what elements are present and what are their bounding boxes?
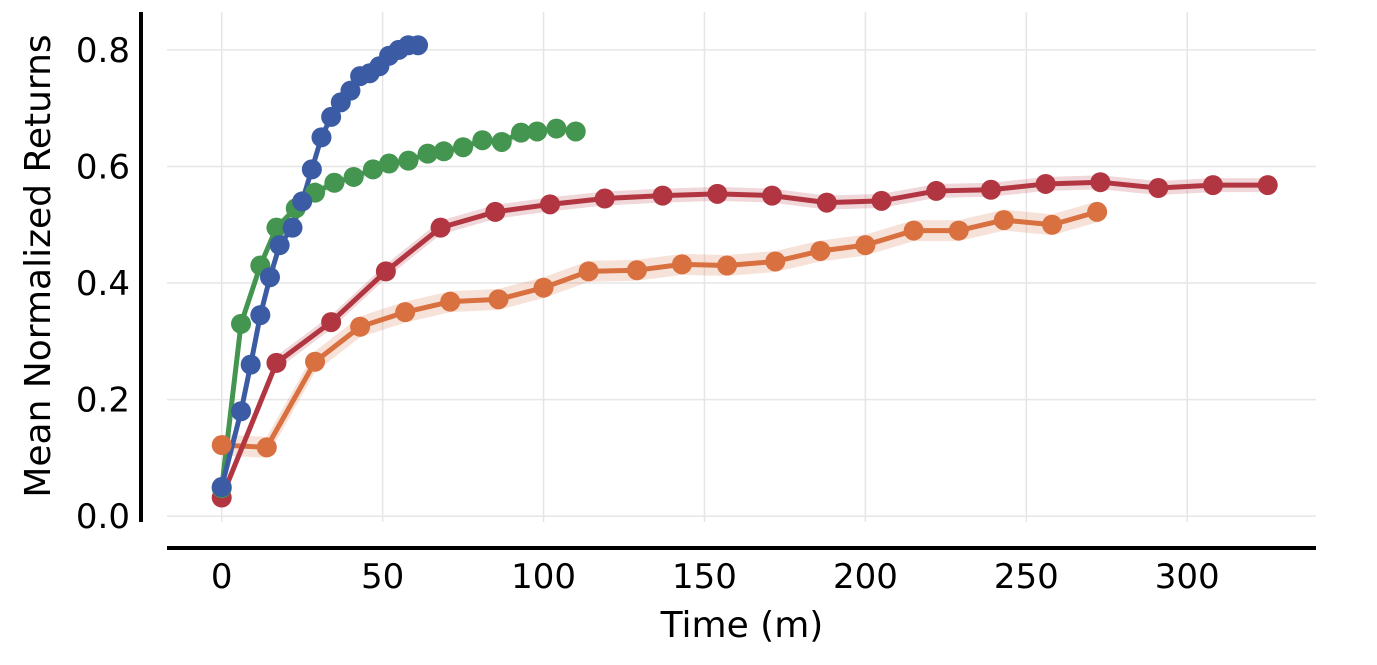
point-orange xyxy=(855,235,876,256)
point-green xyxy=(231,313,252,334)
point-orange xyxy=(211,435,232,456)
point-orange xyxy=(578,261,599,282)
x-tick-label: 0 xyxy=(211,557,233,597)
point-orange xyxy=(350,316,371,337)
x-axis-title: Time (m) xyxy=(660,605,824,646)
y-tick-label: 0.6 xyxy=(76,147,130,187)
point-green xyxy=(511,122,532,143)
point-orange xyxy=(395,302,416,323)
point-red xyxy=(1035,173,1056,194)
point-orange xyxy=(671,254,692,275)
point-red xyxy=(1148,178,1169,199)
x-tick-label: 300 xyxy=(1155,557,1220,597)
point-green xyxy=(491,131,512,152)
x-tick-label: 250 xyxy=(994,557,1059,597)
line-red xyxy=(219,179,1271,501)
point-red xyxy=(816,192,837,213)
point-orange xyxy=(626,260,647,281)
point-green xyxy=(453,137,474,158)
point-orange xyxy=(903,220,924,241)
x-tick-label: 150 xyxy=(672,557,737,597)
point-green xyxy=(398,150,419,171)
point-red xyxy=(762,185,783,206)
point-blue xyxy=(321,106,342,127)
point-green xyxy=(433,141,454,162)
point-orange xyxy=(256,437,277,458)
point-orange xyxy=(717,255,738,276)
point-blue xyxy=(340,80,361,101)
point-green xyxy=(343,166,364,187)
x-axis-ticks: 0 50 100 150 200 250 300 xyxy=(211,557,1220,597)
point-red xyxy=(540,194,560,215)
point-green xyxy=(266,217,287,238)
point-red xyxy=(871,190,892,211)
point-green xyxy=(417,143,438,164)
point-red xyxy=(321,312,342,333)
y-tick-label: 0.8 xyxy=(76,31,130,71)
y-axis-title: Mean Normalized Returns xyxy=(18,34,59,497)
point-red xyxy=(1203,175,1224,196)
grid-lines xyxy=(167,12,1316,522)
point-green xyxy=(527,121,548,142)
point-red xyxy=(430,217,451,238)
x-tick-label: 100 xyxy=(511,557,576,597)
point-red xyxy=(926,180,947,201)
point-orange xyxy=(810,240,831,261)
point-red xyxy=(485,201,506,222)
point-blue xyxy=(231,401,252,422)
point-red xyxy=(375,261,396,282)
point-blue xyxy=(292,191,313,212)
point-green xyxy=(324,172,345,193)
point-orange xyxy=(488,289,509,310)
point-red xyxy=(1257,175,1278,196)
point-green xyxy=(565,121,586,142)
y-tick-label: 0.2 xyxy=(76,381,130,421)
point-orange xyxy=(1087,201,1108,222)
x-tick-label: 200 xyxy=(833,557,898,597)
point-blue xyxy=(408,35,429,56)
point-orange xyxy=(765,251,786,272)
point-green xyxy=(362,159,383,180)
point-orange xyxy=(533,277,554,298)
point-green xyxy=(472,130,493,151)
point-red xyxy=(707,183,728,204)
point-blue xyxy=(311,127,332,148)
point-blue xyxy=(240,354,261,375)
point-red xyxy=(266,352,287,373)
point-orange xyxy=(993,210,1014,231)
point-green xyxy=(546,118,567,139)
y-tick-label: 0.4 xyxy=(76,264,130,304)
point-blue xyxy=(250,305,271,326)
x-tick-label: 50 xyxy=(361,557,404,597)
point-red xyxy=(652,185,673,206)
point-red xyxy=(980,179,1001,200)
point-blue xyxy=(282,217,303,238)
point-blue xyxy=(269,235,290,256)
point-red xyxy=(594,188,615,209)
point-red xyxy=(1090,172,1111,193)
point-green xyxy=(379,153,400,174)
point-blue xyxy=(259,267,280,288)
y-axis-ticks: 0.0 0.2 0.4 0.6 0.8 xyxy=(76,31,130,537)
point-blue xyxy=(211,477,232,498)
band-red xyxy=(221,175,1268,505)
point-orange xyxy=(440,291,461,312)
series-markers xyxy=(211,35,1278,508)
point-blue xyxy=(301,159,322,180)
point-orange xyxy=(1042,214,1063,235)
point-orange xyxy=(948,220,969,241)
y-tick-label: 0.0 xyxy=(76,497,130,537)
point-orange xyxy=(305,351,326,372)
